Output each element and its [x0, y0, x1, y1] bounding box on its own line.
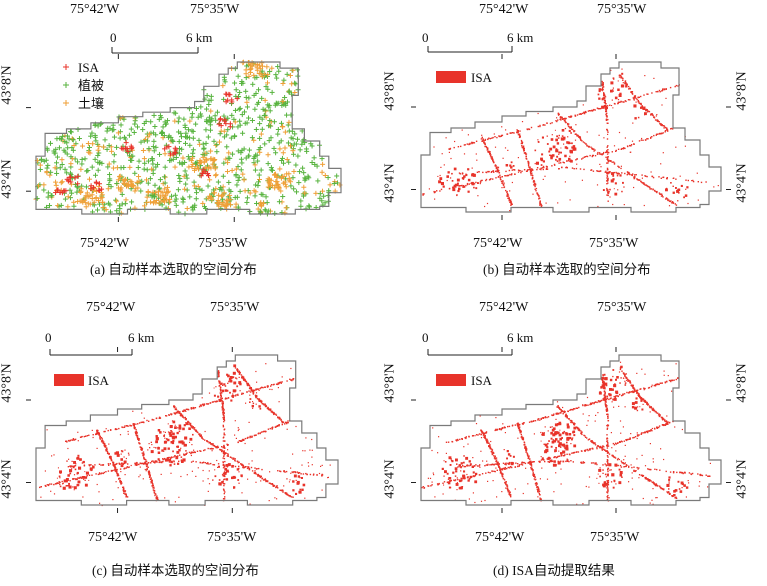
- map-d: [411, 347, 731, 513]
- legend-isa-swatch: [436, 71, 466, 83]
- lon-bottom-right: 75°35'W: [207, 530, 257, 545]
- map-ticks: [411, 54, 731, 220]
- lon-top-left: 75°42'W: [86, 300, 136, 315]
- scale-end-c: 6 km: [128, 330, 155, 345]
- isa-pixels: [421, 361, 711, 505]
- map-b: [411, 46, 731, 220]
- lon-top-right: 75°35'W: [597, 300, 647, 315]
- study-area-boundary: [35, 61, 342, 215]
- scale-start-d: 0: [422, 330, 429, 345]
- study-area-boundary: [420, 354, 722, 506]
- map-c: [26, 347, 339, 513]
- scale-end-a: 6 km: [186, 30, 213, 45]
- lon-top-left: 75°42'W: [70, 2, 120, 17]
- panel-c: 75°42'W 75°35'W 43°8'N 43°4'N 75°42'W 75…: [0, 293, 383, 586]
- map-a: [26, 47, 343, 222]
- lon-top-right: 75°35'W: [597, 2, 647, 17]
- lon-top-left: 75°42'W: [479, 300, 529, 315]
- legend-a-symbols: [63, 64, 69, 106]
- caption-b: (b) 自动样本选取的空间分布: [483, 262, 651, 277]
- legend-isa-swatch: [54, 374, 84, 386]
- lon-bottom-left: 75°42'W: [88, 530, 138, 545]
- caption-a: (a) 自动样本选取的空间分布: [90, 262, 257, 277]
- lon-top-right: 75°35'W: [190, 2, 240, 17]
- legend-isa-label: ISA: [78, 60, 99, 75]
- isa-pixels: [422, 68, 719, 212]
- scale-end-d: 6 km: [507, 330, 534, 345]
- scale-start-c: 0: [45, 330, 52, 345]
- lon-bottom-right: 75°35'W: [198, 236, 248, 251]
- legend-isa-label: ISA: [471, 373, 492, 388]
- isa-pixels: [39, 363, 331, 507]
- lon-bottom-left: 75°42'W: [473, 236, 523, 251]
- study-area-boundary: [35, 354, 339, 506]
- caption-d: (d) ISA自动提取结果: [493, 563, 615, 578]
- lon-bottom-left: 75°42'W: [475, 530, 525, 545]
- study-area-boundary: [420, 61, 722, 213]
- scale-bar: [111, 47, 199, 54]
- legend-isa-label: ISA: [88, 373, 109, 388]
- scale-end-b: 6 km: [507, 30, 534, 45]
- panel-a: 75°42'W 75°35'W 43°8'N 43°4'N 75°42'W 75…: [0, 0, 383, 292]
- caption-c: (c) 自动样本选取的空间分布: [92, 563, 259, 578]
- map-ticks: [26, 54, 235, 222]
- lon-top-left: 75°42'W: [479, 2, 529, 17]
- legend-isa-swatch: [436, 374, 466, 386]
- map-ticks: [26, 347, 233, 513]
- map-ticks: [411, 347, 731, 513]
- scale-bar: [427, 46, 513, 53]
- lon-top-right: 75°35'W: [210, 300, 260, 315]
- panel-d: 75°42'W 75°35'W 43°8'N 43°4'N 43°8'N 43°…: [383, 293, 767, 586]
- legend-soil-label: 土壤: [78, 96, 105, 111]
- scale-start-a: 0: [110, 30, 117, 45]
- scale-bar: [427, 349, 513, 356]
- lon-bottom-left: 75°42'W: [80, 236, 130, 251]
- scale-bar: [49, 349, 133, 356]
- lon-bottom-right: 75°35'W: [589, 236, 639, 251]
- scale-start-b: 0: [422, 30, 429, 45]
- panel-b: 75°42'W 75°35'W 43°8'N 43°4'N 43°8'N 43°…: [383, 0, 767, 292]
- sample-points: [33, 59, 343, 217]
- legend-veg-label: 植被: [78, 78, 105, 93]
- lon-bottom-right: 75°35'W: [590, 530, 640, 545]
- legend-isa-label: ISA: [471, 70, 492, 85]
